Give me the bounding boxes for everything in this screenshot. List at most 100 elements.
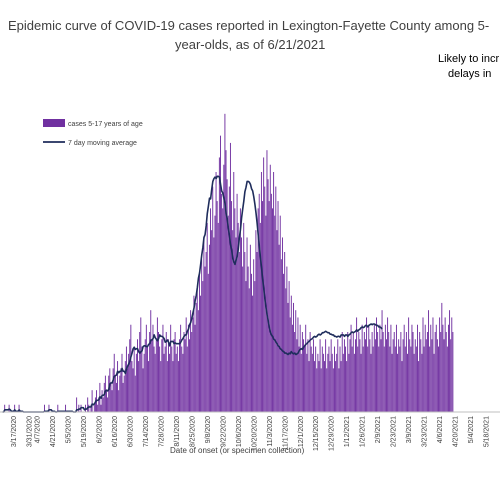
x-tick-label: 12/29/2020 [329,416,336,451]
bar [364,339,366,412]
bar [211,230,213,412]
bar [244,252,246,412]
bar [125,346,127,412]
bar [438,346,439,412]
bar [379,324,381,412]
bar [415,346,417,412]
bar [159,346,161,412]
bar [180,324,182,412]
x-tick-label: 4/21/2020 [50,416,57,447]
bar [343,339,345,412]
bar [362,346,364,412]
bar [196,288,198,412]
bar [160,361,162,412]
bar [339,346,341,412]
bar [93,404,95,412]
bar [322,353,324,412]
bar [48,404,50,412]
bar [114,375,116,412]
bar [394,346,396,412]
bar [112,368,114,412]
bar [384,324,386,412]
bar [119,375,121,412]
bar [349,339,351,412]
x-tick-label: 5/18/2021 [484,416,491,447]
bar [170,324,172,412]
bar [355,339,356,412]
bar [358,332,360,412]
annotation-line-1: Likely to incr [438,53,499,65]
bar [418,361,420,412]
bar [97,404,99,412]
bar [241,237,242,412]
bar [359,339,361,412]
bar [248,288,250,412]
bar [445,332,447,412]
legend: cases 5-17 years of age 7 day moving ave… [43,119,143,147]
bar [450,339,452,412]
bar [299,324,301,412]
bar [370,353,372,412]
bar [214,215,216,412]
bar [258,193,260,412]
bar [267,179,269,412]
bar [389,346,391,412]
bar [341,332,343,412]
bar [318,361,320,412]
bar [191,332,193,412]
legend-label-moving-average: 7 day moving average [68,140,137,147]
bar [152,324,154,412]
bar [151,339,153,412]
bar [304,346,306,412]
bar [173,339,175,412]
bar [109,368,111,412]
bar [18,404,20,412]
bar [155,339,157,412]
bar [444,317,446,412]
bar [185,317,187,412]
bar [321,346,323,412]
bar [265,215,267,412]
x-tick-label: 6/2/2020 [96,416,103,443]
bar [380,339,382,412]
bar [98,397,100,412]
bar [195,302,197,412]
bar [296,339,298,412]
bar [94,397,96,412]
bar [100,404,102,412]
bar [317,353,319,412]
bar [238,252,240,412]
bar [129,339,131,412]
bar [181,346,183,412]
bar [177,361,179,412]
bar [398,339,400,412]
x-tick-label: 5/19/2020 [81,416,88,447]
bar [268,201,270,412]
bar [113,353,115,412]
bar [221,193,223,412]
bar [408,317,410,412]
bar [295,310,297,412]
bar [275,186,277,412]
bar [149,332,151,412]
bar [413,353,415,412]
bar [91,390,93,412]
x-tick-label: 4/6/2021 [437,416,444,443]
x-tick-label: 4/20/2021 [453,416,460,447]
x-tick-label: 1/26/2021 [360,416,367,447]
bar [371,332,373,412]
x-tick-label: 4/7/2020 [34,416,41,443]
bar-series [4,113,454,412]
bar [135,353,137,412]
bar [154,353,156,412]
bar [164,346,166,412]
bar [269,164,271,412]
bar [201,259,203,412]
bar [117,361,119,412]
bar [293,302,294,412]
bar [203,237,205,412]
bar [329,361,331,412]
bar [441,302,443,412]
bar [316,368,318,412]
